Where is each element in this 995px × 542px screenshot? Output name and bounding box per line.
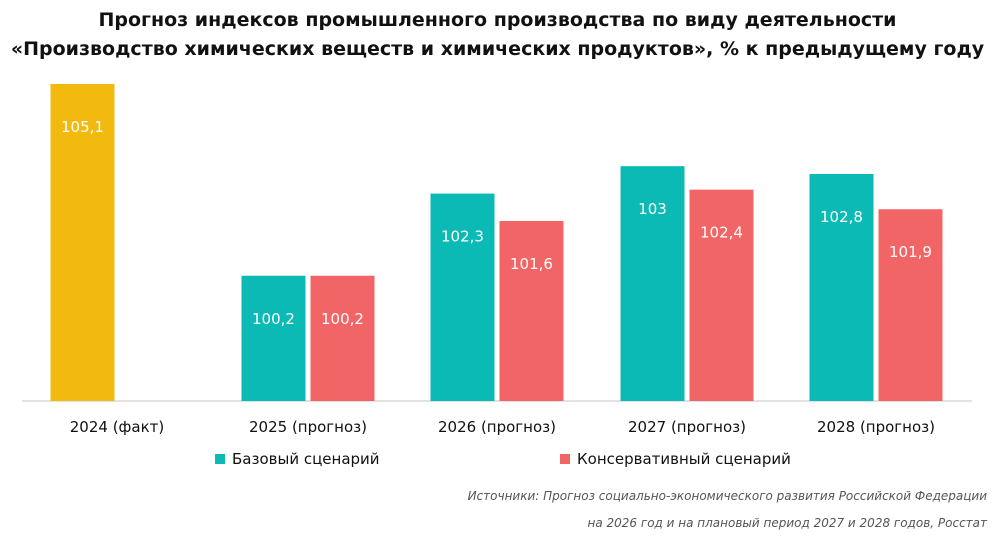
bar	[430, 193, 495, 401]
chart-title-line2: «Производство химических веществ и химич…	[10, 38, 985, 60]
data-label: 102,8	[820, 208, 863, 226]
x-tick-label: 2026 (прогноз)	[438, 418, 556, 436]
legend-swatch-conservative	[560, 454, 570, 464]
data-label: 100,2	[252, 310, 295, 328]
bar	[499, 220, 564, 401]
source-line1: Источники: Прогноз социально-экономическ…	[467, 489, 987, 503]
bar	[50, 84, 115, 401]
legend-swatch-base	[215, 454, 225, 464]
data-label: 101,6	[510, 255, 553, 273]
chart-title-line1: Прогноз индексов промышленного производс…	[98, 9, 897, 31]
legend-item-conservative: Консервативный сценарий	[560, 450, 791, 468]
data-label: 102,3	[441, 228, 484, 246]
bar	[241, 275, 306, 401]
bar-chart: 105,1 2024 (факт) 100,2 100,2 2025 (прогноз)…	[22, 84, 972, 436]
data-label: 102,4	[700, 224, 743, 242]
data-label: 105,1	[61, 118, 104, 136]
chart-title: Прогноз индексов промышленного производс…	[0, 6, 995, 64]
data-label: 101,9	[889, 243, 932, 261]
bar	[620, 166, 685, 401]
legend-item-base: Базовый сценарий	[215, 450, 380, 468]
bar	[689, 189, 754, 401]
x-tick-label: 2027 (прогноз)	[628, 418, 746, 436]
x-tick-label: 2025 (прогноз)	[249, 418, 367, 436]
source-line2: на 2026 год и на плановый период 2027 и …	[587, 516, 987, 530]
bar	[809, 174, 874, 401]
legend-label-conservative: Консервативный сценарий	[577, 450, 791, 468]
data-label: 103	[638, 200, 667, 218]
legend-label-base: Базовый сценарий	[232, 450, 380, 468]
x-tick-label: 2024 (факт)	[70, 418, 164, 436]
x-tick-label: 2028 (прогноз)	[817, 418, 935, 436]
bar	[310, 275, 375, 401]
bar	[878, 209, 943, 401]
data-label: 100,2	[321, 310, 364, 328]
